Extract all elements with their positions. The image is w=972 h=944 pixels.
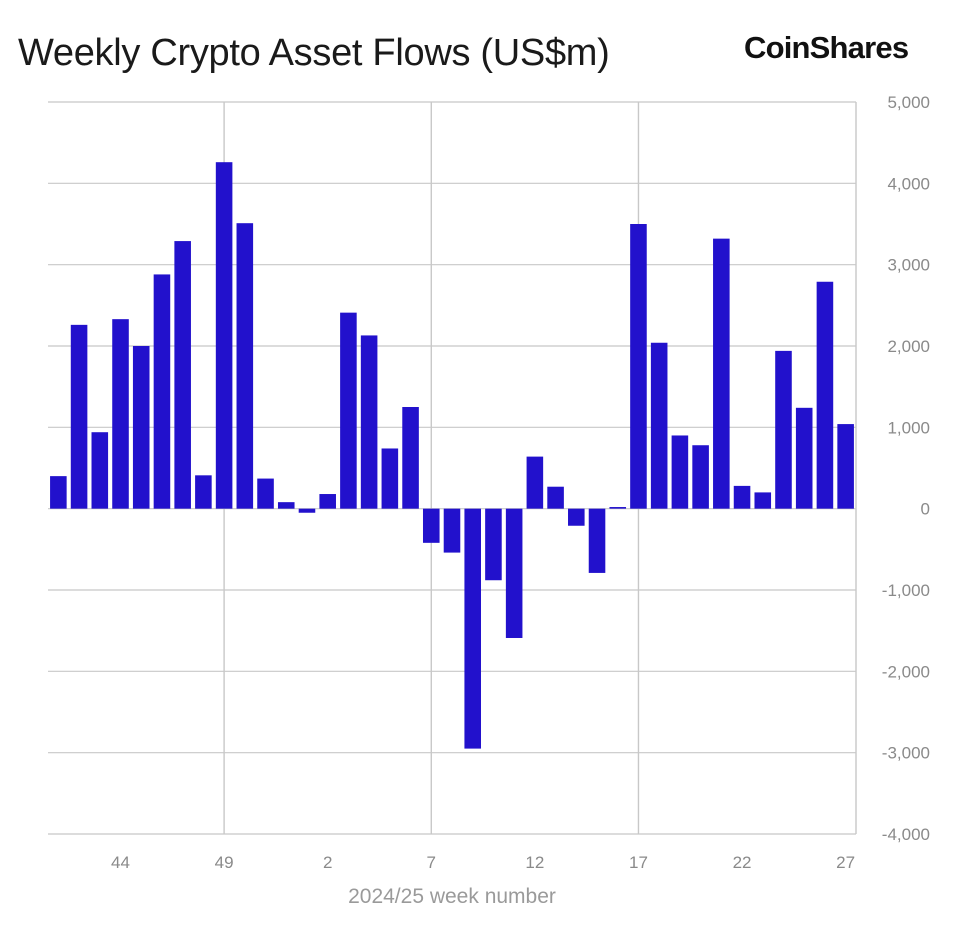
bar bbox=[775, 350, 792, 509]
bar bbox=[526, 456, 544, 509]
bar bbox=[174, 241, 191, 509]
bar bbox=[609, 507, 627, 509]
bar bbox=[402, 407, 419, 509]
x-tick-label: 27 bbox=[836, 853, 855, 872]
x-axis-label: 2024/25 week number bbox=[348, 885, 556, 908]
bar bbox=[505, 508, 523, 638]
y-tick-label: -4,000 bbox=[882, 825, 930, 844]
bar bbox=[650, 342, 668, 509]
bar bbox=[422, 508, 440, 543]
bar bbox=[91, 432, 109, 509]
bar bbox=[568, 508, 585, 526]
x-tick-label: 22 bbox=[733, 853, 752, 872]
bar bbox=[671, 435, 689, 509]
bar bbox=[70, 324, 88, 509]
bar bbox=[733, 485, 751, 509]
bar bbox=[837, 424, 854, 509]
bar bbox=[298, 508, 316, 513]
y-tick-label: -3,000 bbox=[882, 744, 930, 763]
bar bbox=[795, 407, 813, 509]
x-tick-label: 7 bbox=[427, 853, 436, 872]
bar bbox=[443, 508, 461, 553]
y-tick-label: -2,000 bbox=[882, 662, 930, 681]
bar bbox=[816, 281, 834, 509]
x-tick-label: 2 bbox=[323, 853, 332, 872]
bar bbox=[132, 346, 150, 509]
y-tick-label: 0 bbox=[921, 500, 930, 519]
y-tick-label: 3,000 bbox=[887, 256, 930, 275]
bar bbox=[713, 238, 730, 509]
bar bbox=[112, 319, 129, 509]
y-tick-label: 5,000 bbox=[887, 93, 930, 112]
bar bbox=[215, 162, 233, 509]
chart-title: Weekly Crypto Asset Flows (US$m) bbox=[18, 32, 610, 74]
x-tick-label: 49 bbox=[215, 853, 234, 872]
bar bbox=[464, 508, 481, 749]
bar bbox=[319, 494, 336, 509]
bar bbox=[485, 508, 502, 581]
x-tick-label: 17 bbox=[629, 853, 648, 872]
y-tick-label: 4,000 bbox=[887, 174, 930, 193]
y-tick-label: 2,000 bbox=[887, 337, 930, 356]
bar bbox=[692, 445, 709, 509]
bar bbox=[277, 502, 295, 509]
bar bbox=[340, 312, 357, 509]
y-tick-label: -1,000 bbox=[882, 581, 930, 600]
bar bbox=[381, 448, 399, 509]
bar bbox=[360, 335, 378, 509]
brand-logo: CoinShares bbox=[744, 30, 909, 65]
y-tick-label: 1,000 bbox=[887, 418, 930, 437]
bar bbox=[588, 508, 606, 573]
bar bbox=[236, 223, 254, 509]
bar bbox=[547, 486, 564, 509]
bar bbox=[50, 476, 67, 509]
bar bbox=[195, 475, 212, 509]
bar bbox=[153, 274, 171, 509]
x-tick-label: 12 bbox=[525, 853, 544, 872]
x-tick-label: 44 bbox=[111, 853, 130, 872]
bar bbox=[754, 492, 772, 509]
bar bbox=[630, 224, 647, 509]
bar bbox=[257, 478, 274, 509]
